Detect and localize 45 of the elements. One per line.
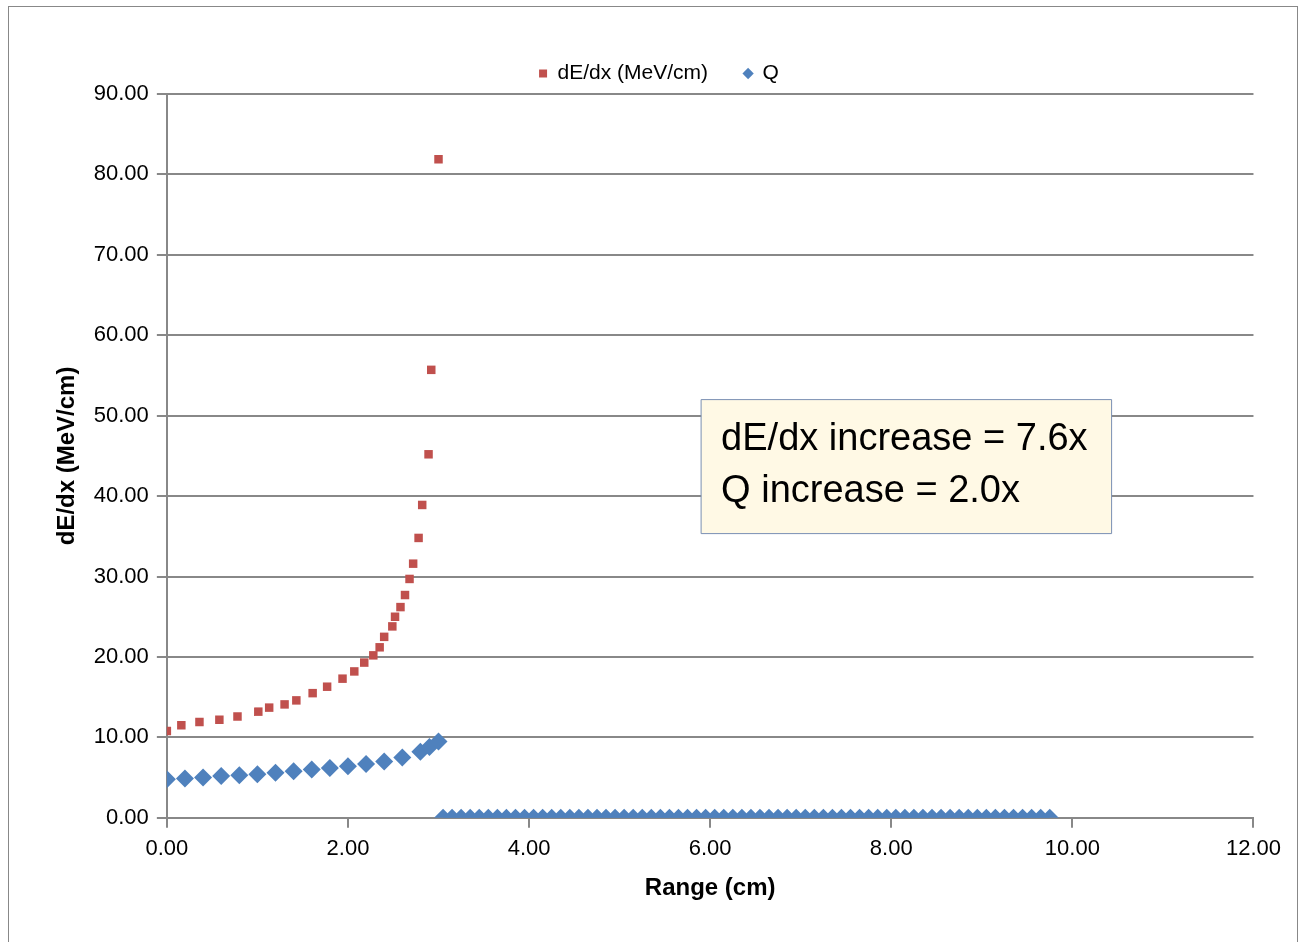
point: [177, 721, 186, 730]
point: [215, 715, 224, 724]
point: [408, 559, 418, 568]
y-tick-label: 0.00: [106, 803, 149, 829]
y-tick-label: 70.00: [93, 240, 149, 266]
point: [369, 651, 378, 660]
x-tick-label: 2.00: [326, 835, 370, 861]
point: [338, 674, 347, 683]
point: [427, 365, 436, 375]
point: [280, 700, 289, 709]
y-tick-label: 60.00: [93, 321, 149, 347]
x-tick-label: 8.00: [869, 835, 913, 861]
y-tick-label: 40.00: [93, 482, 149, 508]
x-tick-label: 10.00: [1044, 835, 1100, 861]
point: [388, 622, 397, 631]
x-axis-title: Range (cm): [644, 873, 776, 901]
y-tick-label: 20.00: [93, 643, 149, 669]
point: [396, 602, 405, 612]
y-tick-label: 50.00: [93, 401, 149, 427]
legend-label: dE/dx (MeV/cm): [557, 60, 709, 84]
x-tick-label: 12.00: [1225, 835, 1281, 861]
x-tick-label: 0.00: [145, 835, 189, 861]
point: [414, 533, 423, 543]
y-tick-label: 80.00: [93, 160, 149, 186]
point: [308, 688, 317, 698]
x-tick-label: 6.00: [688, 835, 732, 861]
y-axis-title: dE/dx (MeV/cm): [52, 366, 80, 546]
legend-label: Q: [762, 60, 779, 84]
point: [322, 682, 332, 691]
point: [405, 574, 414, 584]
y-tick-label: 30.00: [93, 562, 149, 588]
point: [264, 703, 274, 712]
point: [424, 450, 433, 459]
y-tick-label: 90.00: [93, 80, 149, 106]
point: [254, 707, 263, 716]
x-tick-label: 4.00: [507, 835, 551, 861]
point: [195, 717, 204, 727]
point: [350, 667, 359, 676]
y-tick-label: 10.00: [93, 723, 149, 749]
point: [233, 712, 242, 721]
point: [292, 696, 301, 705]
point: [360, 658, 369, 667]
annotation: dE/dx increase = 7.6x Q increase = 2.0x: [721, 416, 1088, 511]
point: [375, 643, 384, 652]
point: [434, 154, 443, 164]
